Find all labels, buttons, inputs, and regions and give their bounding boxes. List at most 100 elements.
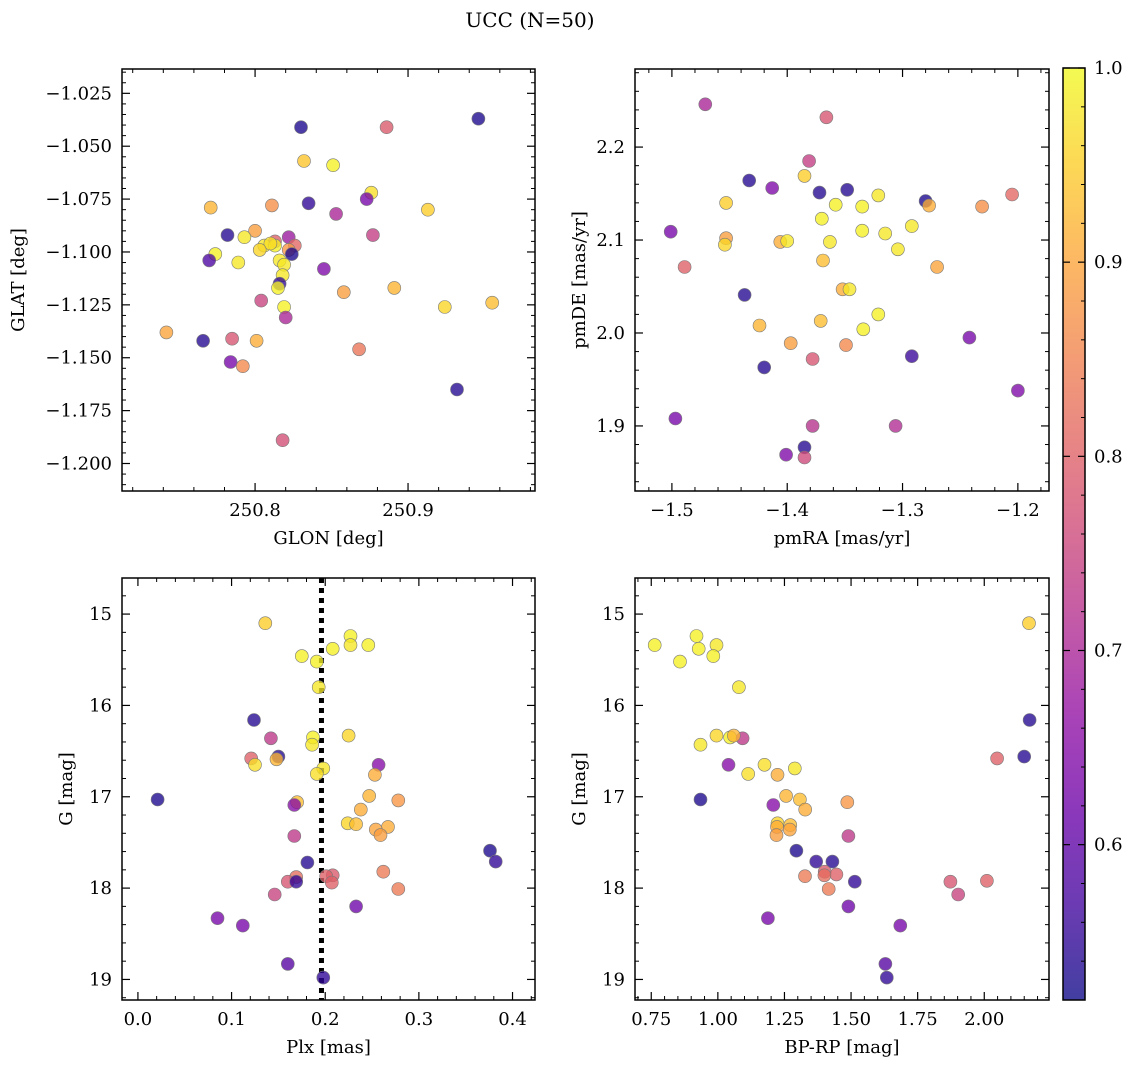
x-tick-label: 0.3 — [405, 1009, 434, 1030]
cmd-point-14 — [990, 751, 1004, 766]
proper-motion-point-15 — [719, 196, 733, 210]
cmd-point-3 — [647, 638, 662, 652]
spatial-point-14 — [366, 228, 380, 242]
cmd-point-20 — [770, 767, 785, 782]
proper-motion-point-7 — [840, 183, 855, 197]
parallax-mag-axes-frame — [121, 577, 536, 1001]
y-tick-label: 15 — [602, 604, 625, 625]
parallax-mag-point-4 — [325, 641, 340, 656]
spatial-point-10 — [421, 202, 435, 217]
parallax-mag-point-7 — [311, 680, 326, 695]
proper-motion-point-5 — [765, 181, 780, 195]
parallax-mag-point-6 — [309, 654, 324, 669]
x-tick-label: 1.00 — [698, 1009, 738, 1030]
cmd-point-25 — [766, 798, 781, 812]
proper-motion-point-6 — [812, 185, 827, 200]
parallax-mag-point-32 — [287, 829, 302, 843]
colorbar: 0.6 0.7 0.8 0.9 1.0 — [1062, 58, 1123, 1001]
cmd-point-15 — [726, 728, 741, 743]
proper-motion-point-18 — [855, 223, 870, 238]
cmd-point-12 — [693, 737, 708, 752]
proper-motion-point-41 — [805, 352, 820, 366]
parallax-mag-point-22 — [150, 792, 165, 807]
parallax-mag-point-3 — [361, 638, 376, 652]
spatial-point-41 — [159, 325, 174, 340]
cmd-point-43 — [821, 882, 836, 896]
y-tick-label: −1.075 — [45, 189, 112, 210]
proper-motion-point-36 — [856, 322, 871, 337]
parallax-mag-point-26 — [353, 802, 368, 817]
proper-motion-y-axis-label: pmDE [mas/yr] — [569, 211, 590, 349]
proper-motion-point-44 — [668, 411, 683, 426]
y-tick-label: 16 — [89, 695, 112, 716]
parallax-mag-y-axis-label: G [mag] — [56, 752, 77, 825]
parallax-mag-point-25 — [287, 798, 302, 812]
cmd-point-18 — [787, 761, 802, 776]
spatial-axes-frame — [121, 68, 536, 492]
spatial-point-11 — [329, 207, 343, 221]
proper-motion-point-16 — [814, 211, 829, 226]
proper-motion-point-19 — [878, 226, 893, 241]
proper-motion-point-22 — [718, 237, 732, 252]
x-tick-label: 1.25 — [764, 1009, 804, 1030]
spatial-point-9 — [203, 200, 218, 215]
parallax-mag-point-5 — [294, 649, 309, 663]
x-tick-label: 0.0 — [124, 1009, 153, 1030]
y-tick-label: 1.9 — [596, 416, 625, 437]
y-tick-label: −1.200 — [45, 454, 112, 475]
spatial-point-45 — [352, 342, 366, 357]
y-tick-label: 19 — [89, 969, 112, 990]
parallax-mag-point-49 — [316, 970, 331, 985]
proper-motion-point-49 — [797, 450, 812, 465]
spatial-point-7 — [301, 196, 316, 211]
cmd-point-41 — [847, 874, 862, 889]
colorbar-tick-label: 0.9 — [1094, 252, 1123, 273]
cmd-point-23 — [840, 795, 855, 810]
x-tick-label: 250.9 — [382, 500, 434, 521]
proper-motion-point-43 — [1011, 383, 1025, 398]
x-tick-label: −1.4 — [765, 500, 809, 521]
proper-motion-point-2 — [802, 154, 816, 168]
spatial-point-33 — [271, 281, 285, 295]
y-tick-label: 19 — [602, 969, 625, 990]
proper-motion-point-0 — [698, 97, 713, 112]
cmd-point-31 — [769, 828, 784, 842]
cmd-point-39 — [817, 868, 832, 883]
cmd-point-33 — [789, 843, 804, 858]
y-tick-label: −1.150 — [45, 348, 112, 369]
proper-motion-x-axis-label: pmRA [mas/yr] — [774, 528, 911, 549]
spatial-point-3 — [297, 154, 311, 168]
spatial-x-axis-label: GLON [deg] — [273, 528, 383, 549]
proper-motion-axes-frame — [634, 68, 1050, 492]
spatial-point-0 — [471, 111, 486, 126]
proper-motion-point-9 — [1005, 187, 1019, 202]
spatial-point-23 — [252, 243, 267, 257]
cmd-point-16 — [757, 757, 772, 772]
proper-motion-point-17 — [904, 219, 919, 233]
colorbar-tick-label: 0.7 — [1094, 641, 1123, 662]
spatial-point-30 — [317, 262, 331, 276]
proper-motion-point-48 — [779, 447, 793, 462]
cmd-point-1 — [689, 629, 704, 643]
spatial-point-46 — [223, 355, 238, 369]
parallax-mag-point-28 — [349, 817, 363, 832]
cmd-point-0 — [1022, 616, 1036, 631]
cmd-point-44 — [951, 887, 966, 902]
cmd-point-4 — [691, 641, 706, 656]
parallax-mag-point-46 — [210, 911, 225, 926]
spatial-point-24 — [284, 247, 299, 261]
x-tick-label: 0.75 — [631, 1009, 671, 1030]
y-tick-label: −1.050 — [45, 136, 112, 157]
proper-motion-point-12 — [975, 199, 989, 214]
colorbar-tick-label: 1.0 — [1094, 58, 1123, 79]
cmd-point-22 — [693, 792, 708, 807]
cmd-point-5 — [706, 649, 721, 663]
proper-motion-point-35 — [752, 318, 767, 333]
parallax-mag-point-31 — [373, 828, 388, 842]
cmd-point-48 — [878, 957, 893, 971]
cmd-point-9 — [709, 728, 724, 743]
proper-motion-point-31 — [842, 282, 857, 297]
spatial-point-47 — [236, 359, 250, 374]
parallax-mag-point-43 — [391, 882, 406, 896]
parallax-mag-point-12 — [305, 737, 319, 752]
